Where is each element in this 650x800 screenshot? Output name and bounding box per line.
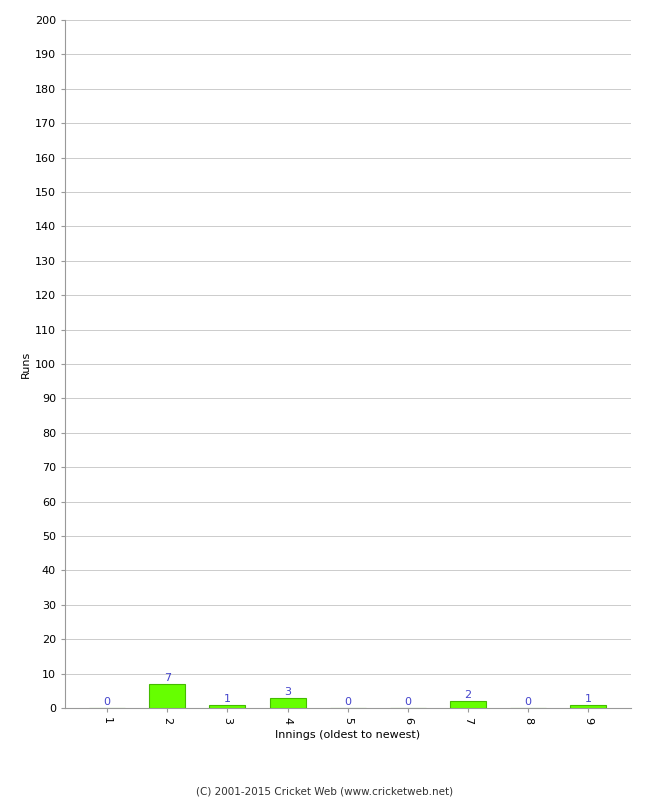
Bar bbox=[209, 705, 246, 708]
Bar bbox=[570, 705, 606, 708]
Text: 7: 7 bbox=[164, 673, 171, 683]
Bar bbox=[270, 698, 306, 708]
Text: 3: 3 bbox=[284, 686, 291, 697]
Bar bbox=[150, 684, 185, 708]
Bar bbox=[450, 701, 486, 708]
Text: (C) 2001-2015 Cricket Web (www.cricketweb.net): (C) 2001-2015 Cricket Web (www.cricketwe… bbox=[196, 786, 454, 796]
Y-axis label: Runs: Runs bbox=[21, 350, 31, 378]
Text: 0: 0 bbox=[404, 697, 411, 707]
Text: 0: 0 bbox=[344, 697, 351, 707]
Text: 1: 1 bbox=[585, 694, 592, 703]
Text: 0: 0 bbox=[103, 697, 111, 707]
Text: 0: 0 bbox=[525, 697, 532, 707]
Text: 2: 2 bbox=[465, 690, 472, 700]
X-axis label: Innings (oldest to newest): Innings (oldest to newest) bbox=[275, 730, 421, 740]
Text: 1: 1 bbox=[224, 694, 231, 703]
